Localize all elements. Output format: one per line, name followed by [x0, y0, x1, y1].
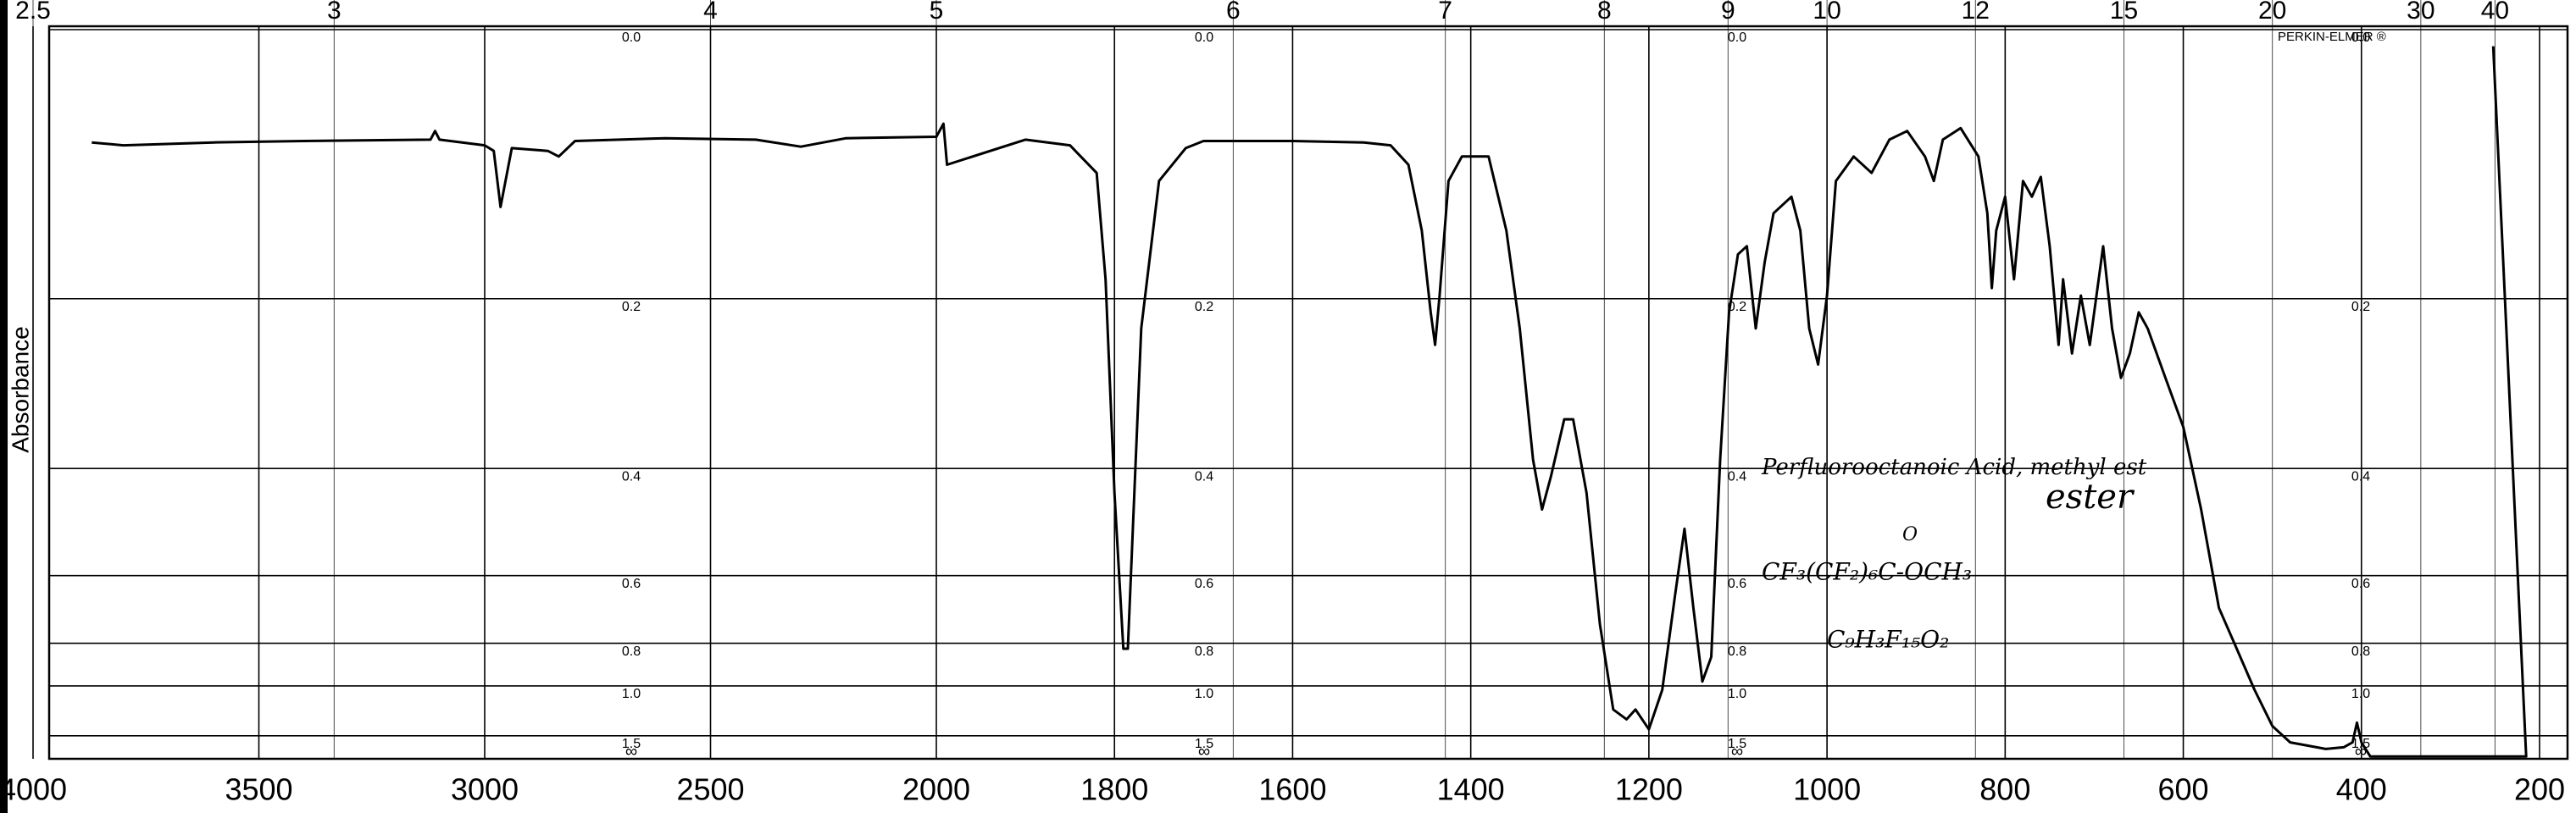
y-tick-label: ∞	[625, 742, 637, 760]
spectrum-line	[92, 46, 2528, 758]
annotation: Perfluorooctanoic Acid, methyl est	[1761, 455, 2147, 480]
y-tick-label: 0.4	[1195, 469, 1213, 484]
y-tick-label: 1.0	[622, 687, 641, 701]
y-tick-label: 1.5	[622, 737, 641, 751]
top-tick-label: 30	[2407, 0, 2434, 25]
y-tick-label: 0.2	[1195, 300, 1213, 314]
y-tick-label: 1.0	[2351, 687, 2370, 701]
top-tick-label: 40	[2481, 0, 2509, 25]
y-tick-label: 1.5	[1195, 737, 1213, 751]
y-tick-label: 0.8	[622, 644, 641, 659]
top-tick-label: 6	[1226, 0, 1241, 25]
x-tick-label: 400	[2336, 772, 2387, 807]
x-tick-label: 1800	[1080, 772, 1148, 807]
x-tick-label: 1600	[1258, 772, 1326, 807]
top-tick-label: 3	[327, 0, 341, 25]
y-tick-label: 0.0	[1195, 30, 1213, 45]
y-axis-label: Absorbance	[7, 326, 33, 452]
x-tick-label: 1400	[1437, 772, 1505, 807]
top-tick-label: 20	[2258, 0, 2286, 25]
frame	[47, 25, 2569, 760]
top-tick-label: 2.5	[15, 0, 51, 25]
y-tick-label: 0.4	[2351, 469, 2370, 484]
x-tick-label: 1000	[1793, 772, 1861, 807]
y-tick-label: ∞	[1731, 742, 1743, 760]
y-tick-label: 0.8	[1195, 644, 1213, 659]
x-tick-label: 3000	[451, 772, 519, 807]
annotation: O	[1902, 524, 1918, 545]
y-tick-label: 0.0	[2351, 30, 2370, 45]
x-tick-label: 600	[2158, 772, 2209, 807]
top-tick-label: 7	[1438, 0, 1452, 25]
y-tick-label: 0.0	[622, 30, 641, 45]
x-tick-label: 200	[2514, 772, 2565, 807]
x-tick-label: 2000	[902, 772, 970, 807]
brand: PERKIN-ELMER ®	[2278, 30, 2386, 44]
top-tick-label: 15	[2110, 0, 2138, 25]
annotation: CF₃(CF₂)₆C-OCH₃	[1762, 558, 1972, 586]
top-tick-label: 8	[1597, 0, 1612, 25]
y-tick-label: 0.8	[2351, 644, 2370, 659]
top-tick-label: 4	[703, 0, 718, 25]
y-tick-label: ∞	[2355, 742, 2367, 760]
x-tick-label: 800	[1979, 772, 2030, 807]
y-tick-label: 0.2	[622, 300, 641, 314]
annotation: C₉H₃F₁₅O₂	[1827, 626, 1949, 654]
left-edge	[0, 0, 8, 813]
top-tick-label: 9	[1721, 0, 1735, 25]
x-tick-label: 3500	[225, 772, 292, 807]
top-tick-label: 5	[930, 0, 944, 25]
y-tick-label: 1.0	[1728, 687, 1746, 701]
y-tick-label: 0.6	[2351, 577, 2370, 591]
y-tick-label: 0.6	[1728, 577, 1746, 591]
y-tick-label: ∞	[1198, 742, 1210, 760]
y-tick-label: 1.5	[1728, 737, 1746, 751]
top-tick-label: 12	[1962, 0, 1990, 25]
y-tick-label: 0.4	[1728, 469, 1746, 484]
x-tick-label: 4000	[0, 772, 67, 807]
y-tick-label: 0.6	[622, 577, 641, 591]
y-tick-label: 0.6	[1195, 577, 1213, 591]
x-tick-label: 1200	[1615, 772, 1683, 807]
y-tick-label: 1.0	[1195, 687, 1213, 701]
x-tick-label: 2500	[676, 772, 744, 807]
top-tick-label: 10	[1813, 0, 1840, 25]
annotation: ester	[2046, 478, 2135, 517]
y-tick-label: 0.8	[1728, 644, 1746, 659]
y-tick-label: 0.4	[622, 469, 641, 484]
y-tick-label: 0.0	[1728, 30, 1746, 45]
y-tick-label: 0.2	[1728, 300, 1746, 314]
y-tick-label: 0.2	[2351, 300, 2370, 314]
